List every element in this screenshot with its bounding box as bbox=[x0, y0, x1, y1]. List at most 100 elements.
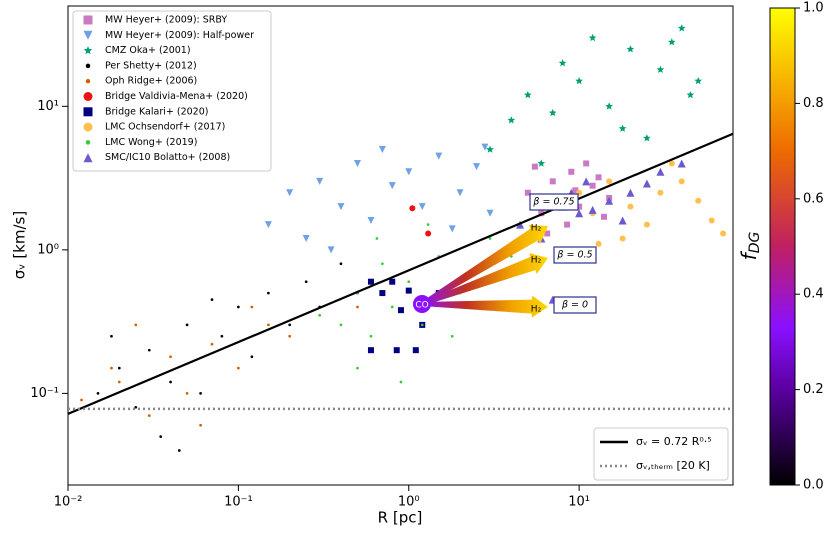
point bbox=[110, 334, 113, 338]
point bbox=[399, 380, 403, 384]
point bbox=[601, 213, 608, 220]
point bbox=[147, 348, 151, 352]
point bbox=[618, 124, 627, 132]
point bbox=[450, 334, 454, 338]
arrow bbox=[421, 295, 548, 318]
point bbox=[337, 203, 345, 211]
h2-label: H₂ bbox=[531, 256, 542, 266]
point bbox=[356, 305, 359, 309]
h2-label: H₂ bbox=[531, 224, 542, 234]
point bbox=[558, 59, 567, 67]
point bbox=[595, 240, 602, 247]
point bbox=[538, 210, 545, 217]
point bbox=[576, 203, 583, 210]
point bbox=[304, 280, 308, 284]
point bbox=[250, 305, 254, 309]
legend-label: Per Shetty+ (2012) bbox=[105, 60, 197, 71]
point bbox=[548, 108, 557, 117]
y-axis-label: σᵥ [km/s] bbox=[11, 211, 29, 279]
point bbox=[575, 209, 584, 218]
point bbox=[426, 223, 430, 226]
point bbox=[605, 102, 613, 110]
point bbox=[134, 323, 138, 327]
point bbox=[572, 187, 579, 194]
point bbox=[720, 230, 727, 237]
point bbox=[582, 177, 591, 186]
legend-marker bbox=[85, 78, 91, 84]
point bbox=[286, 189, 294, 197]
point bbox=[405, 287, 412, 294]
legend-marker bbox=[83, 46, 93, 55]
point bbox=[524, 189, 531, 196]
point bbox=[695, 197, 702, 204]
point bbox=[456, 189, 464, 197]
point bbox=[117, 380, 121, 384]
point bbox=[339, 262, 343, 266]
point bbox=[708, 217, 715, 224]
legend-label: σᵥ,ₜₕₑᵣₘ [20 K] bbox=[636, 459, 710, 472]
legend-marker bbox=[83, 122, 93, 132]
point bbox=[393, 347, 400, 354]
legend-label: σᵥ = 0.72 R⁰·⁵ bbox=[636, 435, 712, 448]
point bbox=[412, 347, 419, 354]
point bbox=[316, 177, 324, 185]
point bbox=[575, 77, 583, 85]
point bbox=[356, 366, 359, 370]
x-tick-label: 10⁰ bbox=[398, 495, 420, 510]
point bbox=[318, 313, 322, 317]
legend-marker bbox=[83, 15, 93, 25]
point bbox=[185, 323, 189, 327]
point bbox=[473, 163, 481, 171]
point bbox=[339, 323, 343, 327]
point bbox=[96, 392, 100, 395]
point bbox=[657, 189, 664, 196]
point bbox=[407, 280, 411, 284]
point bbox=[389, 278, 396, 285]
arrow bbox=[421, 253, 548, 306]
point bbox=[375, 237, 379, 240]
legend-label: LMC Wong+ (2019) bbox=[105, 137, 197, 148]
data-layer bbox=[80, 24, 727, 452]
point bbox=[677, 24, 686, 32]
point bbox=[237, 305, 240, 309]
beta-label: β = 0.75 bbox=[532, 197, 574, 208]
colorbar-label: fDG bbox=[737, 232, 764, 261]
legend-marker bbox=[85, 63, 91, 69]
x-tick-label: 10¹ bbox=[568, 495, 590, 510]
point bbox=[481, 143, 489, 151]
x-tick-label: 10⁻² bbox=[54, 495, 83, 510]
point bbox=[367, 217, 375, 225]
point bbox=[353, 159, 361, 167]
point bbox=[549, 178, 556, 185]
point bbox=[379, 290, 386, 297]
point bbox=[589, 182, 596, 189]
point bbox=[288, 334, 292, 338]
legend-marker bbox=[83, 107, 93, 117]
y-tick-label: 10¹ bbox=[37, 99, 59, 114]
point bbox=[199, 423, 202, 427]
legend-marker bbox=[85, 140, 91, 145]
point bbox=[677, 159, 686, 168]
point bbox=[405, 168, 413, 176]
point bbox=[264, 221, 272, 229]
legend-label: LMC Ochsendorf+ (2017) bbox=[105, 122, 225, 133]
point bbox=[448, 225, 456, 233]
beta-box bbox=[529, 193, 579, 211]
beta-label: β = 0 bbox=[561, 300, 588, 311]
colorbar-tick-label: 0.4 bbox=[803, 287, 824, 302]
point bbox=[686, 91, 695, 99]
legend-label: MW Heyer+ (2009): Half-power bbox=[105, 30, 254, 41]
point bbox=[369, 334, 373, 338]
point bbox=[694, 77, 702, 85]
h2-label: H₂ bbox=[531, 305, 542, 315]
point bbox=[537, 159, 546, 167]
point bbox=[302, 234, 310, 242]
point bbox=[367, 347, 374, 354]
y-tick-label: 10⁻¹ bbox=[30, 386, 59, 401]
point bbox=[177, 449, 181, 452]
point bbox=[267, 291, 270, 295]
point bbox=[606, 178, 613, 185]
point bbox=[544, 230, 551, 237]
legend bbox=[72, 10, 272, 172]
